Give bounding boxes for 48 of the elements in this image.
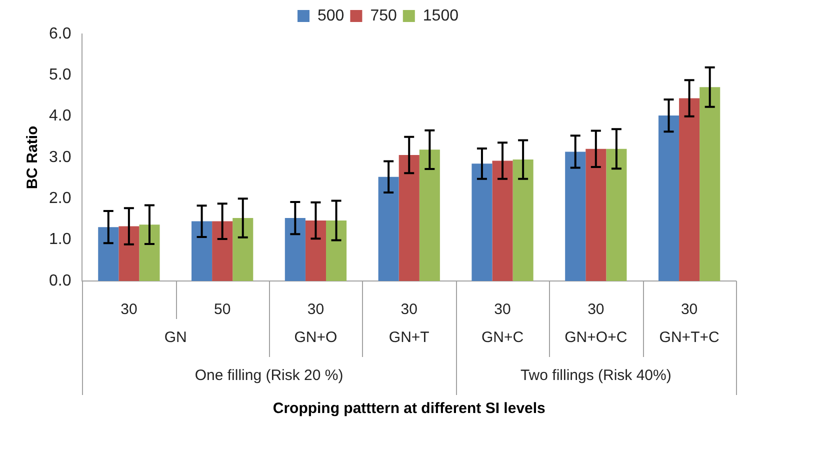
- bar: [398, 155, 420, 281]
- y-tick-label: 3.0: [48, 148, 72, 166]
- bar: [98, 227, 119, 281]
- bar: [139, 224, 160, 281]
- bar: [118, 226, 140, 281]
- x-tick-label: 30: [120, 301, 138, 318]
- y-tick-label: 1.0: [48, 231, 72, 248]
- bar: [658, 116, 680, 281]
- x-tick-label: 50: [214, 301, 231, 318]
- y-tick-label: 0.0: [48, 272, 72, 290]
- bar: [284, 218, 306, 281]
- bar: [305, 220, 326, 281]
- text: GN+T+C: [659, 329, 720, 346]
- bar: [565, 152, 586, 281]
- text: GN: [164, 329, 187, 346]
- bar: [606, 148, 627, 281]
- bar: [586, 148, 606, 281]
- text: GN+T: [388, 329, 430, 346]
- x-tick-label: 30: [588, 301, 604, 318]
- y-tick-label: 6.0: [48, 25, 72, 42]
- text: Two fillings (Risk 40%): [520, 367, 672, 384]
- text: One filling (Risk 20 %): [194, 367, 344, 384]
- bar: [192, 221, 212, 281]
- bar: [419, 150, 440, 281]
- x-tick-label: 30: [680, 301, 698, 318]
- legend-label: 750: [370, 7, 397, 24]
- x-tick-label: 30: [494, 301, 511, 318]
- text: GN+O+C: [564, 329, 628, 346]
- bar: [700, 87, 720, 281]
- text: Cropping patttern at different SI levels: [272, 400, 546, 418]
- y-axis-title: BC Ratio: [24, 126, 42, 190]
- bar: [326, 220, 347, 281]
- bar: [512, 160, 534, 281]
- bar: [679, 98, 700, 281]
- legend-label: 1500: [422, 7, 459, 24]
- bar: [472, 164, 492, 281]
- x-tick-label: 30: [400, 301, 418, 318]
- bar: [212, 221, 233, 281]
- bar: [378, 176, 399, 281]
- text: GN+C: [481, 329, 524, 346]
- bar: [492, 160, 513, 281]
- y-tick-label: 2.0: [48, 190, 72, 208]
- x-tick-label: 30: [307, 301, 324, 318]
- text: GN+O: [294, 329, 338, 346]
- bar: [232, 218, 254, 281]
- y-tick-label: 5.0: [48, 66, 72, 84]
- y-tick-label: 4.0: [48, 108, 72, 125]
- legend-label: 500: [318, 7, 344, 24]
